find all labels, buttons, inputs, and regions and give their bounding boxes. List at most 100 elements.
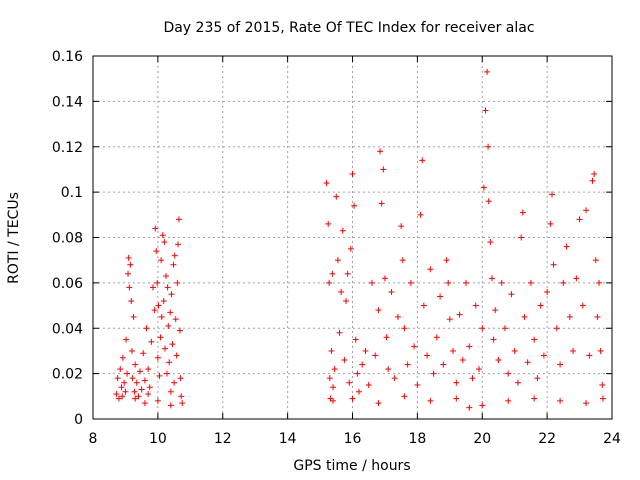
chart-title: Day 235 of 2015, Rate Of TEC Index for r…	[163, 20, 534, 36]
data-point	[407, 279, 414, 286]
data-point	[325, 220, 332, 227]
data-point	[158, 257, 165, 264]
y-tick-label: 0.12	[52, 140, 83, 156]
data-point	[130, 313, 137, 320]
data-point	[492, 307, 499, 314]
data-point	[119, 393, 126, 400]
data-point	[485, 198, 492, 205]
data-point	[378, 200, 385, 207]
y-tick-label: 0.1	[61, 185, 83, 201]
data-point	[391, 375, 398, 382]
data-point	[143, 325, 150, 332]
data-point	[334, 257, 341, 264]
data-point	[540, 352, 547, 359]
data-point	[531, 395, 538, 402]
data-point	[328, 347, 335, 354]
data-point	[349, 170, 356, 177]
data-point	[514, 379, 521, 386]
y-tick-label: 0.08	[52, 231, 83, 247]
data-point	[505, 397, 512, 404]
data-point	[355, 388, 362, 395]
data-point	[498, 279, 505, 286]
data-point	[165, 322, 172, 329]
data-point	[343, 298, 350, 305]
data-point	[141, 400, 148, 407]
data-point	[132, 361, 139, 368]
x-tick-label: 14	[279, 431, 297, 447]
data-point	[527, 279, 534, 286]
data-point	[570, 347, 577, 354]
data-point	[453, 395, 460, 402]
data-point	[154, 279, 161, 286]
data-point	[404, 361, 411, 368]
data-point	[443, 257, 450, 264]
data-point	[351, 202, 358, 209]
data-point	[553, 325, 560, 332]
data-point	[140, 350, 147, 357]
data-point	[472, 302, 479, 309]
data-point	[128, 347, 135, 354]
data-point	[118, 384, 125, 391]
data-point	[168, 291, 175, 298]
data-point	[482, 107, 489, 114]
data-point	[433, 334, 440, 341]
data-point	[534, 375, 541, 382]
data-point	[479, 402, 486, 409]
data-points	[113, 68, 606, 411]
data-point	[158, 313, 165, 320]
data-point	[365, 381, 372, 388]
data-point	[339, 227, 346, 234]
data-point	[501, 325, 508, 332]
data-point	[131, 388, 138, 395]
data-point	[459, 357, 466, 364]
data-point	[375, 400, 382, 407]
data-point	[114, 375, 121, 382]
data-point	[344, 270, 351, 277]
data-point	[488, 275, 495, 282]
data-point	[170, 261, 177, 268]
data-point	[154, 354, 161, 361]
data-point	[174, 279, 181, 286]
data-point	[169, 341, 176, 348]
data-point	[576, 216, 583, 223]
x-tick-label: 8	[89, 431, 98, 447]
data-point	[132, 395, 139, 402]
data-point	[176, 327, 183, 334]
y-tick-label: 0.06	[52, 276, 83, 292]
data-point	[401, 325, 408, 332]
data-point	[178, 393, 185, 400]
x-axis-label: GPS time / hours	[293, 458, 410, 474]
data-point	[347, 245, 354, 252]
data-point	[427, 266, 434, 273]
data-point	[152, 225, 159, 232]
data-point	[394, 313, 401, 320]
data-point	[420, 302, 427, 309]
data-point	[162, 273, 169, 280]
data-point	[596, 279, 603, 286]
data-point	[476, 366, 483, 373]
data-point	[122, 388, 129, 395]
data-point	[519, 209, 526, 216]
data-point	[323, 180, 330, 187]
data-point	[154, 397, 161, 404]
data-point	[113, 391, 120, 398]
data-point	[362, 347, 369, 354]
data-point	[524, 359, 531, 366]
data-point	[349, 395, 356, 402]
data-point	[124, 370, 131, 377]
data-point	[480, 184, 487, 191]
data-point	[537, 302, 544, 309]
data-point	[487, 239, 494, 246]
data-point	[579, 302, 586, 309]
data-point	[508, 291, 515, 298]
data-point	[377, 148, 384, 155]
data-point	[599, 381, 606, 388]
data-point	[388, 288, 395, 295]
data-point	[453, 379, 460, 386]
data-point	[511, 347, 518, 354]
data-point	[333, 193, 340, 200]
data-point	[417, 211, 424, 218]
y-tick-label: 0	[74, 412, 83, 428]
data-point	[550, 261, 557, 268]
